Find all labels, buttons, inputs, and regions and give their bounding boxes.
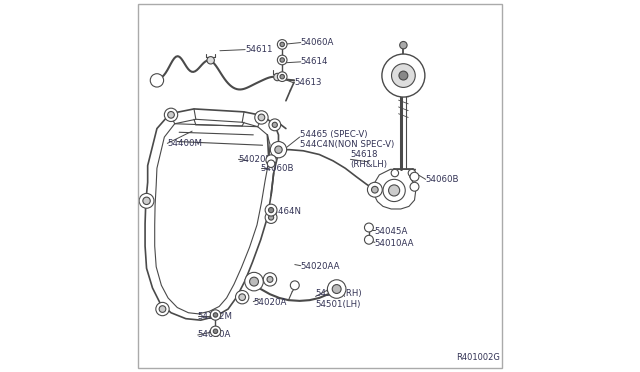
Text: 54465 (SPEC-V)
544C4N(NON SPEC-V): 54465 (SPEC-V) 544C4N(NON SPEC-V) xyxy=(300,130,394,150)
Circle shape xyxy=(168,112,174,118)
Circle shape xyxy=(280,42,284,46)
Circle shape xyxy=(383,179,405,202)
Circle shape xyxy=(143,197,150,205)
Circle shape xyxy=(280,58,284,62)
Text: 54010AA: 54010AA xyxy=(375,239,414,248)
Circle shape xyxy=(213,313,218,317)
Text: 54613: 54613 xyxy=(294,78,321,87)
Circle shape xyxy=(211,326,221,336)
Circle shape xyxy=(275,146,282,153)
Circle shape xyxy=(291,281,300,290)
Circle shape xyxy=(150,74,164,87)
Circle shape xyxy=(410,172,419,181)
Text: 54020AA: 54020AA xyxy=(301,262,340,271)
Circle shape xyxy=(274,73,281,81)
Text: 54618
(RH&LH): 54618 (RH&LH) xyxy=(350,150,387,169)
Circle shape xyxy=(371,186,378,193)
Circle shape xyxy=(268,160,275,167)
Circle shape xyxy=(213,329,218,334)
Circle shape xyxy=(265,212,277,224)
Circle shape xyxy=(250,277,259,286)
Circle shape xyxy=(164,108,178,122)
Circle shape xyxy=(267,276,273,282)
Circle shape xyxy=(159,306,166,312)
Circle shape xyxy=(277,55,287,65)
Circle shape xyxy=(392,64,415,87)
Circle shape xyxy=(328,280,346,298)
Circle shape xyxy=(364,223,373,232)
Circle shape xyxy=(388,185,400,196)
Text: R401002G: R401002G xyxy=(456,353,500,362)
Circle shape xyxy=(270,141,287,158)
Circle shape xyxy=(408,169,415,177)
Text: 54020A: 54020A xyxy=(253,298,287,307)
Circle shape xyxy=(367,182,382,197)
Circle shape xyxy=(277,39,287,49)
Text: 54060A: 54060A xyxy=(301,38,334,47)
Text: 54500(RH)
54501(LH): 54500(RH) 54501(LH) xyxy=(316,289,362,309)
Circle shape xyxy=(391,169,399,177)
Text: 54614: 54614 xyxy=(301,57,328,66)
Circle shape xyxy=(269,215,274,220)
Circle shape xyxy=(244,272,263,291)
Circle shape xyxy=(277,72,287,81)
Circle shape xyxy=(266,155,276,165)
Circle shape xyxy=(207,57,214,64)
Circle shape xyxy=(364,235,373,244)
Circle shape xyxy=(269,208,274,213)
Circle shape xyxy=(211,310,221,320)
Circle shape xyxy=(269,119,281,131)
Circle shape xyxy=(236,291,249,304)
Circle shape xyxy=(139,193,154,208)
Circle shape xyxy=(265,204,277,216)
Text: 54045A: 54045A xyxy=(375,227,408,236)
Text: 54400M: 54400M xyxy=(167,139,202,148)
Circle shape xyxy=(263,273,276,286)
Circle shape xyxy=(280,74,284,79)
Text: 54464N: 54464N xyxy=(268,207,301,216)
Circle shape xyxy=(239,294,246,301)
Circle shape xyxy=(332,285,341,294)
Text: 54060B: 54060B xyxy=(260,164,294,173)
Text: 54020B: 54020B xyxy=(239,155,272,164)
Text: 54611: 54611 xyxy=(245,45,273,54)
Circle shape xyxy=(399,71,408,80)
Circle shape xyxy=(156,302,169,316)
Circle shape xyxy=(272,122,277,128)
Text: 54010A: 54010A xyxy=(198,330,231,340)
Circle shape xyxy=(255,111,268,124)
Circle shape xyxy=(258,114,265,121)
Circle shape xyxy=(410,182,419,191)
Text: 54060B: 54060B xyxy=(426,175,459,184)
Circle shape xyxy=(382,54,425,97)
Circle shape xyxy=(400,41,407,49)
Text: 54342M: 54342M xyxy=(198,312,233,321)
